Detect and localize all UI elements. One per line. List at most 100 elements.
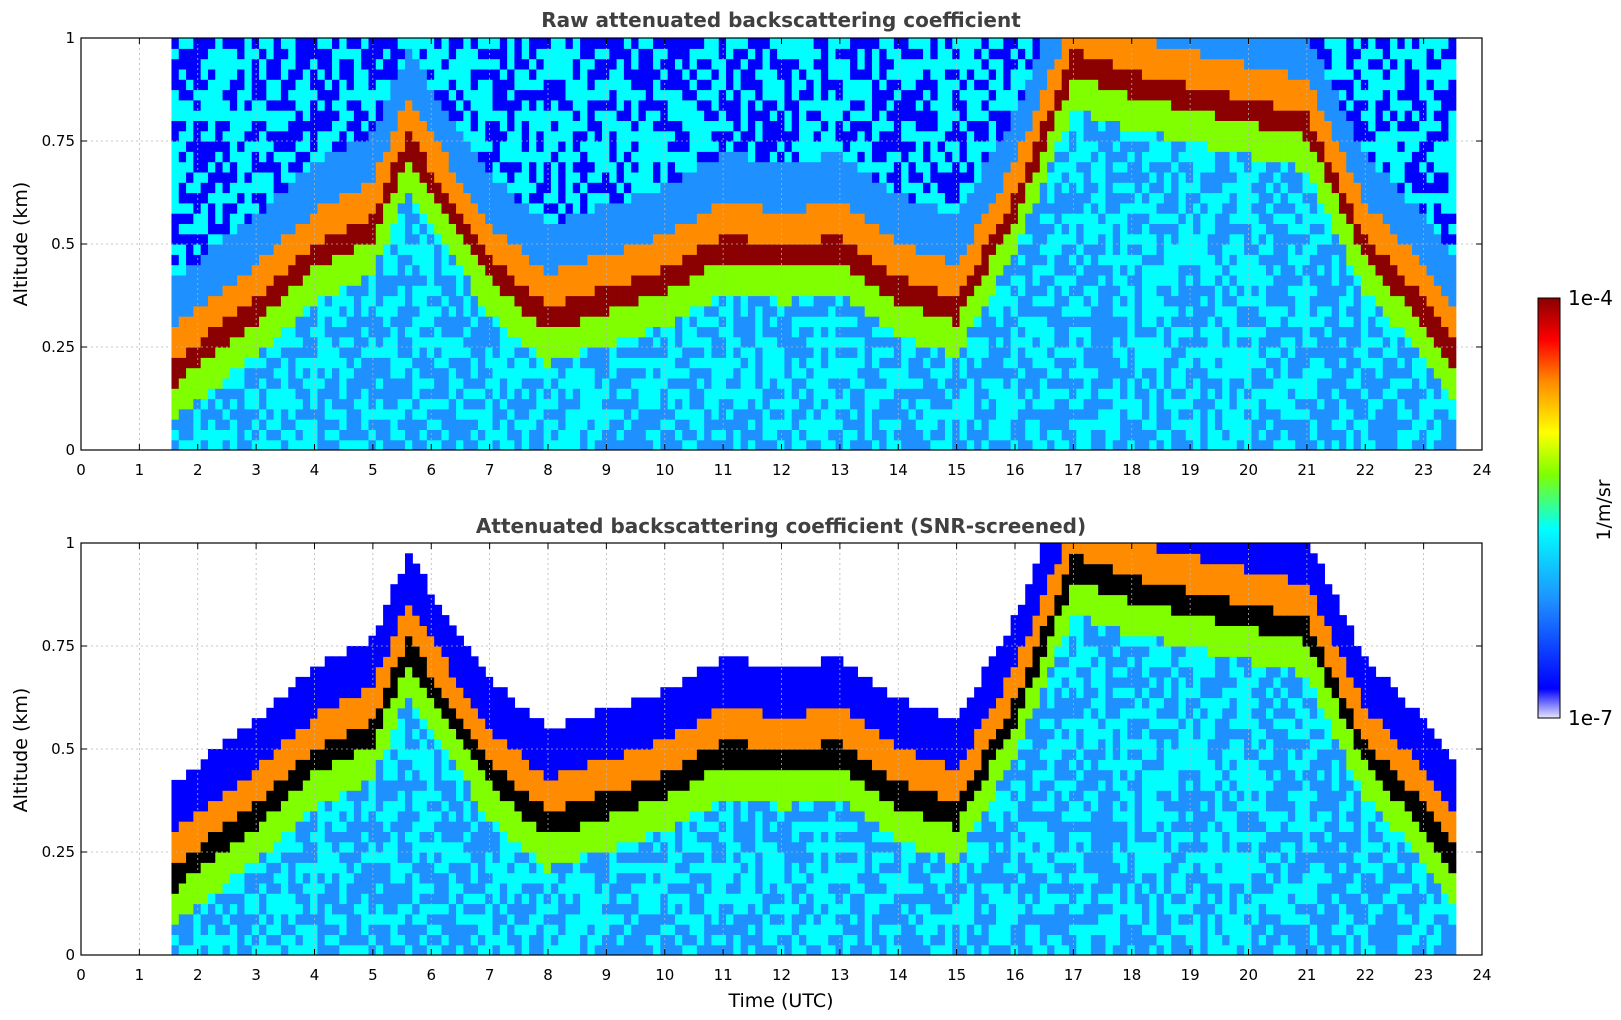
heatmap-cell [1047, 89, 1056, 101]
heatmap-cell [426, 244, 435, 255]
heatmap-cell [193, 388, 202, 400]
heatmap-cell [755, 347, 764, 358]
heatmap-cell [1003, 429, 1012, 441]
heatmap-cell [207, 336, 216, 348]
heatmap-cell [864, 38, 873, 49]
heatmap-cell [762, 285, 771, 297]
heatmap-cell [434, 439, 443, 450]
heatmap-cell [740, 141, 749, 152]
heatmap-cell [346, 388, 355, 400]
heatmap-cell [332, 99, 340, 111]
heatmap-cell [930, 377, 939, 389]
heatmap-cell [302, 305, 311, 317]
heatmap-cell [310, 305, 319, 317]
heatmap-cell [740, 274, 749, 286]
heatmap-cell [536, 398, 545, 410]
heatmap-cell [280, 213, 289, 224]
heatmap-cell [594, 429, 603, 441]
heatmap-cell [1017, 99, 1026, 111]
heatmap-cell [755, 99, 764, 111]
heatmap-cell [1039, 141, 1048, 152]
heatmap-cell [529, 161, 537, 173]
heatmap-cell [791, 161, 800, 173]
heatmap-cell [259, 202, 267, 214]
heatmap-cell [871, 347, 880, 358]
heatmap-cell [1032, 151, 1041, 163]
heatmap-cell [996, 264, 1004, 276]
heatmap-cell [1047, 38, 1056, 49]
heatmap-cell [762, 192, 771, 204]
heatmap-cell [251, 274, 260, 286]
heatmap-cell [244, 429, 253, 441]
heatmap-cell [799, 99, 807, 111]
heatmap-cell [426, 151, 435, 163]
heatmap-cell [1017, 274, 1026, 286]
heatmap-cell [171, 48, 180, 60]
heatmap-cell [251, 408, 260, 420]
heatmap-cell [777, 295, 786, 307]
heatmap-cell [186, 233, 194, 245]
heatmap-cell [740, 439, 749, 450]
heatmap-cell [1039, 357, 1048, 369]
heatmap-cell [514, 388, 523, 400]
heatmap-cell [346, 110, 355, 121]
heatmap-cell [1032, 388, 1041, 400]
heatmap-cell [871, 79, 880, 91]
heatmap-cell [1025, 357, 1034, 369]
heatmap-cell [558, 244, 567, 255]
heatmap-cell [966, 305, 975, 317]
heatmap-cell [200, 439, 209, 450]
heatmap-cell [901, 326, 910, 338]
heatmap-cell [1039, 223, 1048, 235]
heatmap-cell [295, 254, 304, 266]
heatmap-cell [799, 120, 807, 132]
heatmap-cell [572, 99, 581, 111]
heatmap-cell [747, 120, 756, 132]
heatmap-cell [280, 192, 289, 204]
heatmap-cell [689, 367, 698, 379]
heatmap-cell [769, 68, 778, 80]
heatmap-cell [594, 264, 603, 276]
heatmap-cell [937, 429, 946, 441]
heatmap-cell [718, 130, 727, 142]
heatmap-cell [835, 99, 844, 111]
heatmap-cell [1076, 377, 1085, 389]
heatmap-cell [959, 367, 968, 379]
heatmap-cell [762, 38, 771, 49]
heatmap-cell [974, 254, 983, 266]
heatmap-cell [988, 171, 997, 183]
heatmap-cell [273, 264, 282, 276]
heatmap-cell [893, 274, 902, 286]
heatmap-cell [536, 439, 545, 450]
heatmap-cell [456, 316, 464, 327]
heatmap-cell [1017, 48, 1026, 60]
heatmap-cell [908, 171, 917, 183]
heatmap-cell [682, 89, 691, 101]
heatmap-cell [696, 192, 705, 204]
heatmap-cell [777, 367, 786, 379]
heatmap-cell [434, 264, 443, 276]
heatmap-cell [1003, 130, 1012, 142]
heatmap-cell [937, 223, 946, 235]
heatmap-cell [791, 171, 800, 183]
heatmap-cell [310, 388, 319, 400]
heatmap-cell [784, 223, 793, 235]
heatmap-cell [171, 99, 180, 111]
heatmap-cell [755, 316, 764, 327]
heatmap-cell [200, 192, 209, 204]
heatmap-cell [324, 58, 333, 70]
heatmap-cell [930, 79, 939, 91]
heatmap-cell [645, 326, 654, 338]
heatmap-cell [653, 264, 661, 276]
heatmap-cell [660, 326, 669, 338]
heatmap-cell [186, 408, 194, 420]
heatmap-cell [332, 305, 340, 317]
heatmap-cell [1017, 367, 1026, 379]
heatmap-cell [375, 367, 384, 379]
heatmap-cell [755, 244, 764, 255]
heatmap-cell [186, 79, 194, 91]
heatmap-cell [207, 357, 216, 369]
heatmap-cell [383, 367, 391, 379]
heatmap-cell [733, 429, 742, 441]
heatmap-cell [507, 141, 516, 152]
